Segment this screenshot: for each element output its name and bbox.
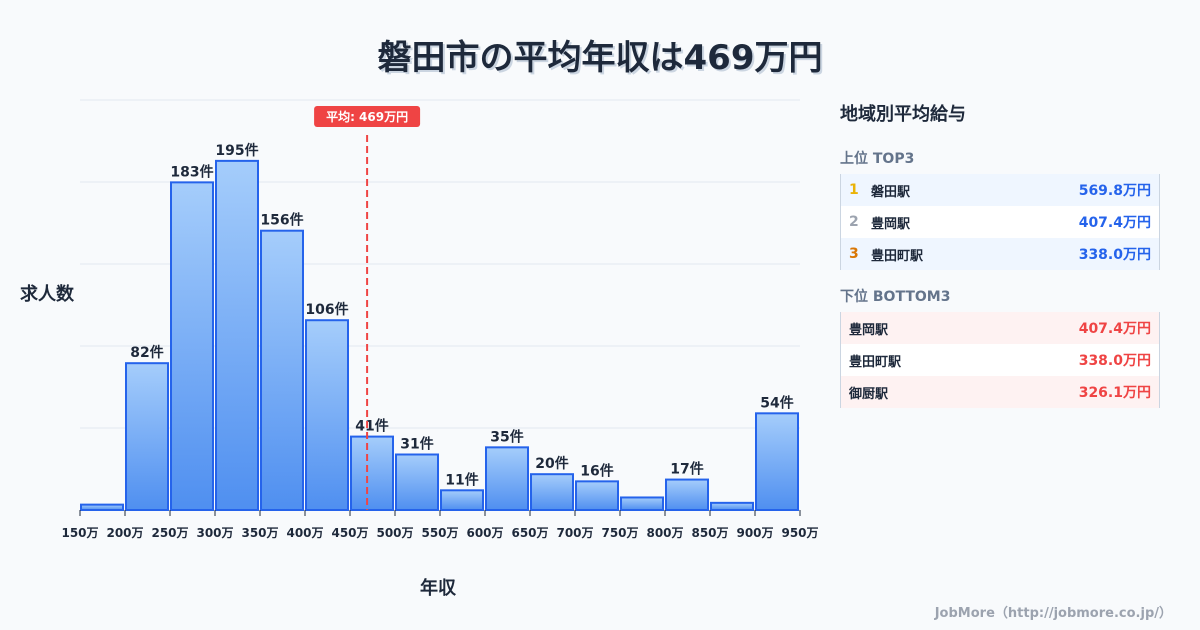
histogram-bar: [80, 503, 124, 511]
footer-credit: JobMore（http://jobmore.co.jp/）: [934, 606, 1172, 621]
station-name: 豊田町駅: [871, 248, 924, 264]
salary-value: 326.1万円: [1078, 385, 1151, 401]
x-tick-label: 350万: [241, 526, 278, 540]
bar-value-label: 20件: [535, 455, 568, 472]
histogram-bar: [215, 159, 259, 512]
x-tick-label: 900万: [736, 526, 773, 540]
x-tick-label: 150万: [61, 526, 98, 540]
mean-badge: [314, 106, 421, 127]
bar-value-label: 54件: [760, 394, 793, 411]
list-item: 御厨駅 326.1万円: [841, 376, 1159, 408]
bar-value-label: 156件: [260, 212, 303, 229]
x-tick-label: 400万: [286, 526, 323, 540]
x-axis-label: 年収: [420, 578, 456, 599]
salary-value: 338.0万円: [1078, 353, 1151, 369]
bar-value-label: 11件: [445, 471, 478, 488]
histogram-bar: [440, 489, 484, 511]
bar-value-label: 35件: [490, 428, 523, 445]
x-tick-label: 750万: [601, 526, 638, 540]
rank-number: 1: [849, 182, 859, 198]
region-salary-panel: 地域別平均給与 上位 TOP3 1 磐田駅 569.8万円 2 豊岡駅 407.…: [840, 100, 1160, 408]
histogram-bar: [350, 435, 394, 511]
list-item: 豊岡駅 407.4万円: [841, 312, 1159, 344]
station-name: 御厨駅: [849, 386, 889, 402]
x-tick-label: 700万: [556, 526, 593, 540]
page-title: 磐田市の平均年収は469万円: [377, 38, 823, 78]
mean-line: 平均: 469万円: [314, 106, 421, 510]
list-item: 3 豊田町駅 338.0万円: [841, 238, 1159, 270]
station-name: 豊岡駅: [871, 216, 911, 232]
top3-list: 1 磐田駅 569.8万円 2 豊岡駅 407.4万円 3 豊田町駅 338.0…: [840, 174, 1160, 270]
x-tick-label: 950万: [781, 526, 818, 540]
x-tick-label: 500万: [376, 526, 413, 540]
salary-value: 338.0万円: [1078, 247, 1151, 263]
x-tick-label: 650万: [511, 526, 548, 540]
station-name: 豊田町駅: [849, 354, 902, 370]
y-axis-label: 求人数: [20, 284, 74, 305]
bar-value-label: 82件: [130, 344, 163, 361]
bar-value-label: 16件: [580, 462, 613, 479]
histogram-bar: [665, 478, 709, 512]
histogram-bar: [485, 446, 529, 511]
panel-title: 地域別平均給与: [840, 104, 966, 125]
bar-value-label: 17件: [670, 461, 703, 478]
top3-heading: 上位 TOP3: [840, 151, 915, 167]
station-name: 磐田駅: [871, 184, 911, 200]
station-name: 豊岡駅: [849, 322, 889, 338]
list-item: 2 豊岡駅 407.4万円: [841, 206, 1159, 238]
list-item: 豊田町駅 338.0万円: [841, 344, 1159, 376]
x-tick-label: 550万: [421, 526, 458, 540]
bottom3-heading: 下位 BOTTOM3: [840, 289, 951, 305]
x-axis: 150万 200万 250万 300万 350万 400万 450万 500万 550万 600万…: [61, 510, 819, 540]
bar-value-label: 41件: [355, 418, 388, 435]
x-tick-label: 250万: [151, 526, 188, 540]
histogram-bar: [260, 229, 304, 511]
bar-value-label: 31件: [400, 435, 433, 452]
histogram-bar: [620, 496, 664, 512]
bottom3-list: 豊岡駅 407.4万円 豊田町駅 338.0万円 御厨駅 326.1万円: [840, 312, 1160, 408]
bar-value-label: 183件: [170, 163, 213, 180]
histogram-bar: [575, 480, 619, 511]
x-tick-label: 800万: [646, 526, 683, 540]
bars: [80, 159, 799, 512]
histogram-bar: [395, 453, 439, 511]
x-tick-label: 300万: [196, 526, 233, 540]
histogram-bar: [125, 362, 169, 511]
salary-value: 407.4万円: [1078, 215, 1151, 231]
histogram-bar: [305, 319, 349, 512]
salary-value: 569.8万円: [1078, 183, 1151, 199]
histogram-bar: [710, 501, 754, 512]
salary-value: 407.4万円: [1078, 321, 1151, 337]
x-tick-label: 450万: [331, 526, 368, 540]
rank-number: 2: [849, 214, 859, 230]
x-tick-label: 850万: [691, 526, 728, 540]
rank-number: 3: [849, 246, 859, 262]
x-tick-label: 600万: [466, 526, 503, 540]
histogram-bar: [755, 412, 799, 512]
histogram-bar: [530, 473, 574, 511]
list-item: 1 磐田駅 569.8万円: [841, 174, 1159, 206]
x-tick-label: 200万: [106, 526, 143, 540]
bar-value-label: 195件: [215, 142, 258, 159]
histogram-bar: [170, 181, 214, 511]
mean-badge-label: 平均: 469万円: [326, 109, 408, 124]
bar-value-label: 106件: [305, 301, 348, 318]
